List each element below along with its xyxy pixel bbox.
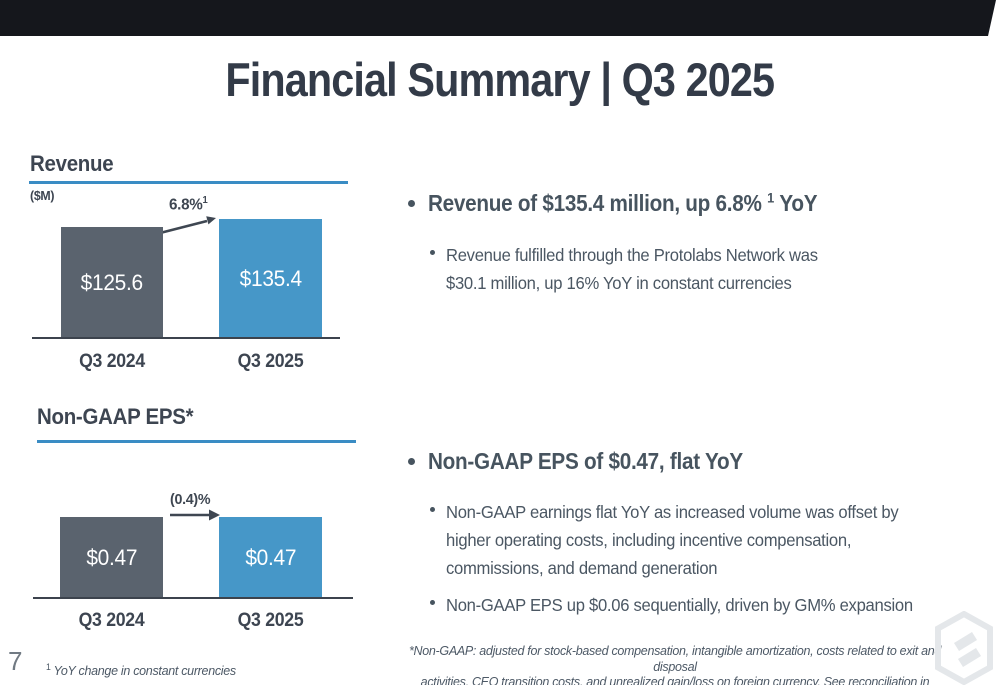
revenue-unit-label: ($M)	[30, 188, 55, 203]
bullet-dot	[408, 200, 415, 207]
bullet-revenue-network: Revenue fulfilled through the Protolabs …	[446, 245, 818, 293]
eps-axis-baseline	[33, 597, 353, 599]
eps-heading-rule	[37, 440, 356, 443]
top-accent-bar	[0, 0, 996, 36]
eps-bar-q3-2024: $0.47	[60, 517, 163, 598]
revenue-bar-value-q3-2024: $125.6	[80, 269, 144, 295]
bullet-eps-sequential: Non-GAAP EPS up $0.06 sequentially, driv…	[446, 595, 913, 615]
eps-flat-arrow-icon	[170, 509, 220, 521]
revenue-heading-rule	[29, 181, 348, 184]
eps-change-label: (0.4)%	[170, 491, 211, 508]
revenue-bar-q3-2024: $125.6	[61, 227, 163, 338]
footnote-non-gaap: *Non-GAAP: adjusted for stock-based comp…	[408, 644, 942, 685]
revenue-chart-heading: Revenue	[30, 151, 114, 176]
revenue-change-label: 6.8%1	[169, 195, 208, 214]
eps-bar-value-q3-2025: $0.47	[245, 544, 296, 570]
eps-bar-value-q3-2024: $0.47	[86, 544, 137, 570]
bullet-dot	[408, 458, 415, 465]
revenue-growth-arrow-icon	[159, 216, 216, 235]
bullet-revenue-headline: Revenue of $135.4 million, up 6.8% 1 YoY	[428, 190, 818, 216]
revenue-xlabel-q3-2025: Q3 2025	[237, 351, 304, 372]
eps-bar-q3-2025: $0.47	[219, 517, 322, 598]
protolabs-logo-icon	[935, 611, 993, 685]
sub-bullet-dot	[430, 507, 435, 512]
revenue-axis-baseline	[32, 337, 340, 339]
page-title: Financial Summary | Q3 2025	[0, 52, 1000, 107]
page-title-text: Financial Summary | Q3 2025	[225, 53, 776, 106]
footnote-constant-currencies: 1 YoY change in constant currencies	[46, 662, 236, 679]
page-number: 7	[8, 646, 23, 676]
eps-xlabel-q3-2025: Q3 2025	[237, 610, 304, 631]
bullet-eps-costs: Non-GAAP earnings flat YoY as increased …	[446, 502, 899, 578]
revenue-xlabel-q3-2024: Q3 2024	[79, 351, 145, 372]
sub-bullet-dot	[430, 600, 435, 605]
eps-xlabel-q3-2024: Q3 2024	[78, 610, 145, 631]
eps-chart-heading: Non-GAAP EPS*	[37, 404, 194, 429]
revenue-bar-q3-2025: $135.4	[219, 219, 322, 338]
revenue-bar-value-q3-2025: $135.4	[239, 265, 302, 291]
bullet-eps-headline: Non-GAAP EPS of $0.47, flat YoY	[428, 448, 743, 474]
sub-bullet-dot	[430, 250, 435, 255]
